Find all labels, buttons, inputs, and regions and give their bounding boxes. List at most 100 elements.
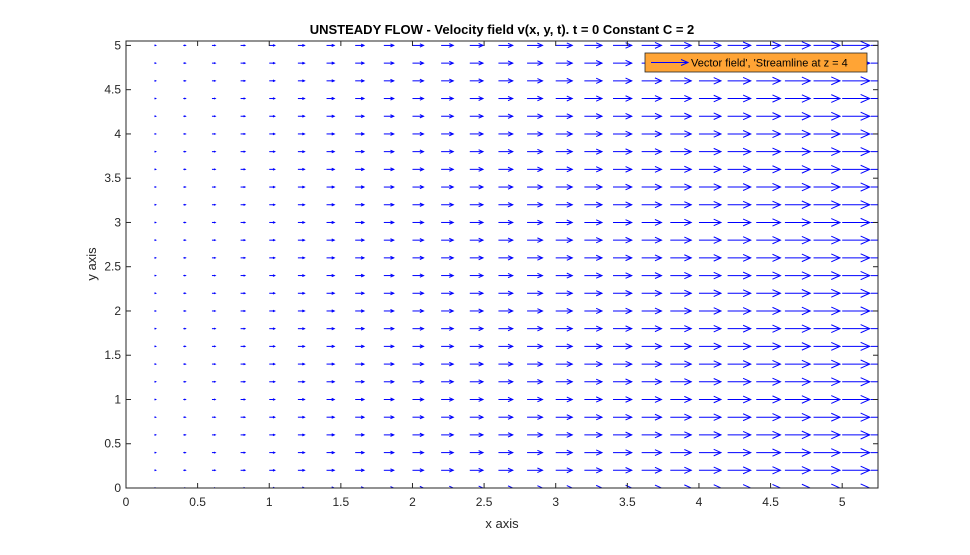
vector-arrow-head — [831, 324, 842, 334]
vector-arrow — [154, 292, 157, 295]
vector-arrow-head — [154, 292, 157, 295]
vector-arrow — [641, 396, 663, 403]
vector-arrow-head — [449, 202, 455, 208]
vector-arrow-head — [154, 97, 157, 100]
vector-arrow — [613, 360, 633, 368]
vector-arrow — [441, 43, 455, 48]
vector-arrow-head — [831, 235, 842, 245]
vector-arrow — [613, 272, 633, 279]
vector-arrow — [584, 113, 604, 120]
vector-arrow — [211, 62, 217, 65]
vector-arrow-head — [213, 132, 217, 135]
y-axis-label: y axis — [84, 247, 99, 281]
vector-arrow — [527, 449, 544, 456]
vector-arrow — [670, 466, 693, 474]
vector-arrow-head — [742, 448, 752, 457]
vector-arrow-head — [213, 469, 217, 472]
vector-arrow-head — [566, 42, 574, 49]
vector-arrow-head — [390, 61, 395, 66]
vector-arrow-head — [801, 129, 812, 139]
vector-arrow-head — [243, 380, 247, 383]
vector-arrow-head — [890, 112, 899, 121]
vector-arrow-head — [390, 78, 395, 83]
vector-arrow — [813, 41, 842, 50]
vector-arrow — [670, 112, 693, 120]
vector-arrow — [469, 131, 485, 137]
vector-arrow-head — [537, 485, 544, 488]
vector-arrow — [297, 468, 306, 472]
vector-arrow — [469, 220, 485, 225]
vector-arrow — [584, 378, 604, 385]
vector-arrow-head — [625, 59, 633, 67]
vector-arrow — [355, 185, 366, 189]
vector-arrow — [297, 327, 306, 331]
vector-arrow — [641, 378, 663, 386]
vector-arrow-head — [654, 77, 663, 85]
vector-arrow — [326, 291, 336, 295]
vector-arrow-head — [713, 378, 723, 386]
vector-arrow-head — [772, 430, 782, 439]
vector-arrow-head — [684, 431, 693, 439]
vector-arrow-head — [154, 380, 157, 383]
vector-arrow — [784, 448, 812, 457]
vector-arrow — [756, 466, 782, 475]
vector-arrow-head — [478, 467, 485, 473]
vector-arrow — [269, 79, 276, 83]
vector-arrow-head — [507, 396, 514, 403]
vector-arrow — [297, 150, 306, 154]
vector-arrow-head — [625, 113, 633, 120]
vector-arrow — [727, 430, 752, 439]
vector-arrow — [527, 396, 544, 403]
vector-arrow-head — [713, 395, 723, 404]
vector-arrow-head — [360, 96, 366, 101]
vector-arrow — [870, 434, 878, 436]
vector-arrow — [842, 235, 871, 245]
vector-arrow-head — [213, 416, 217, 419]
vector-arrow — [842, 217, 871, 228]
vector-arrow-head — [595, 396, 604, 403]
vector-arrow — [555, 431, 574, 438]
vector-arrow — [355, 273, 366, 278]
vector-arrow-head — [625, 272, 633, 279]
vector-arrow-head — [302, 344, 306, 348]
vector-arrow — [297, 203, 306, 207]
vector-arrow-head — [654, 484, 663, 488]
vector-arrow — [641, 449, 663, 456]
vector-arrow-head — [595, 361, 604, 368]
vector-arrow — [326, 185, 336, 189]
vector-arrow-head — [390, 185, 395, 189]
vector-arrow-head — [184, 168, 187, 171]
vector-arrow-head — [595, 254, 604, 261]
vector-arrow — [727, 76, 752, 85]
vector-arrow — [613, 254, 633, 262]
vector-arrow — [326, 114, 336, 118]
vector-arrow — [297, 291, 306, 295]
vector-arrow — [670, 360, 693, 368]
vector-arrow — [698, 431, 723, 439]
vector-arrow — [469, 184, 485, 190]
vector-arrow — [698, 324, 723, 333]
vector-arrow — [297, 256, 306, 260]
vector-arrow-head — [213, 150, 217, 153]
vector-arrow — [383, 78, 395, 83]
vector-arrow-head — [184, 274, 187, 277]
vector-arrow — [469, 485, 485, 488]
vector-arrow-head — [713, 448, 723, 457]
vector-arrow-head — [684, 307, 693, 315]
vector-arrow — [498, 432, 514, 438]
vector-arrow — [211, 97, 217, 100]
vector-arrow — [756, 76, 782, 85]
vector-arrow — [670, 378, 693, 386]
vector-arrow — [469, 113, 485, 119]
vector-arrow — [412, 255, 425, 260]
vector-arrow — [498, 379, 514, 385]
vector-arrow — [498, 149, 514, 155]
vector-arrow-head — [684, 165, 693, 173]
vector-arrow — [555, 131, 574, 137]
vector-arrow-head — [272, 150, 276, 153]
vector-arrow-head — [772, 483, 782, 488]
vector-arrow — [670, 130, 693, 138]
vector-arrow — [813, 94, 842, 103]
vector-arrow-head — [419, 78, 425, 83]
vector-arrow — [784, 289, 812, 298]
